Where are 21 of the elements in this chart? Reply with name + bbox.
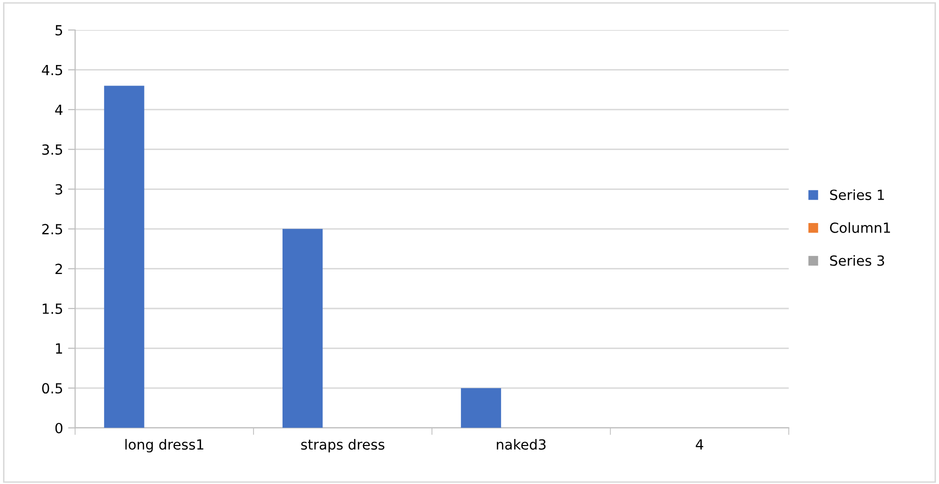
x-tick-label: 4: [696, 439, 704, 450]
y-tick-label: 0: [55, 422, 62, 434]
bar: [104, 86, 144, 428]
y-tick-label: 3.5: [42, 144, 62, 155]
x-tick-label: straps dress: [301, 438, 384, 452]
y-tick-label: 4.5: [42, 64, 62, 76]
y-tick-label: 4: [55, 104, 63, 115]
bar: [282, 228, 323, 428]
bar: [460, 388, 502, 428]
legend-label: Series 3: [830, 255, 884, 266]
y-tick-label: 0.5: [42, 383, 62, 394]
y-tick-label: 3: [56, 184, 62, 195]
y-tick-label: 2: [55, 264, 62, 274]
y-tick-label: 2.5: [42, 224, 62, 234]
legend-label: Series 1: [830, 189, 884, 200]
y-tick-label: 1.5: [42, 304, 62, 314]
x-tick-label: naked3: [496, 438, 546, 450]
y-tick-label: 5: [56, 25, 62, 36]
x-tick-label: long dress1: [125, 438, 204, 452]
legend-label: Column1: [830, 222, 890, 233]
y-tick-label: 1: [56, 343, 62, 354]
